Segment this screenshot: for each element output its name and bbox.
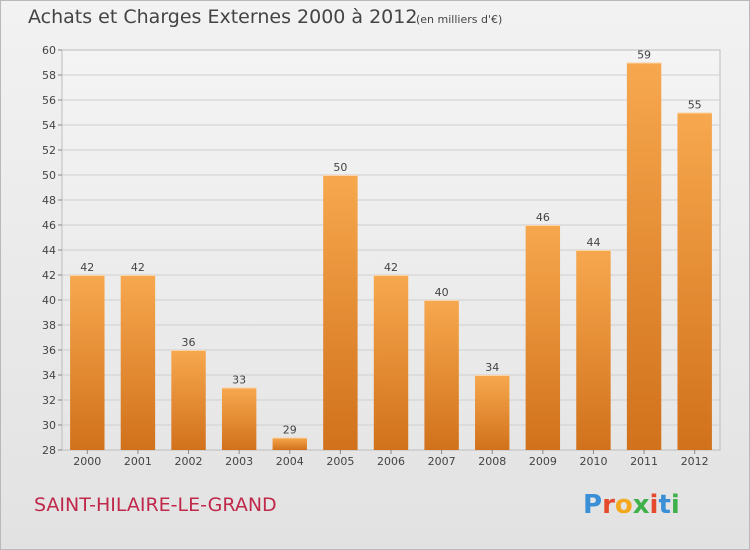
bar bbox=[525, 225, 561, 450]
y-axis: 28 30 32 34 36 38 40 42 44 46 48 50 52 54 56 58 60 bbox=[42, 44, 62, 457]
proxiti-logo[interactable]: Proxiti bbox=[583, 490, 680, 520]
bar bbox=[323, 175, 358, 450]
x-tick-label: 2011 bbox=[630, 455, 658, 468]
y-tick-label: 32 bbox=[42, 394, 56, 407]
logo-letter: i bbox=[649, 490, 659, 520]
x-axis: 2000 2001 2002 2003 2004 2005 2006 2007 2008 2009… bbox=[73, 450, 709, 468]
y-tick-label: 58 bbox=[42, 69, 56, 82]
y-tick-label: 30 bbox=[42, 419, 56, 432]
bar-value-label: 42 bbox=[131, 261, 145, 274]
y-tick-label: 38 bbox=[42, 319, 56, 332]
y-tick-label: 40 bbox=[42, 294, 56, 307]
bar bbox=[120, 275, 156, 450]
x-tick-label: 2012 bbox=[681, 455, 709, 468]
x-tick-label: 2007 bbox=[428, 455, 456, 468]
bar-value-label: 42 bbox=[384, 261, 398, 274]
bar-value-label: 59 bbox=[637, 49, 651, 62]
y-tick-label: 48 bbox=[42, 194, 56, 207]
chart-subtitle: (en milliers d'€) bbox=[416, 13, 503, 26]
y-tick-label: 56 bbox=[42, 94, 56, 107]
y-tick-label: 34 bbox=[42, 369, 56, 382]
y-tick-label: 50 bbox=[42, 169, 56, 182]
bar-value-label: 44 bbox=[586, 236, 600, 249]
bar-value-label: 46 bbox=[536, 211, 550, 224]
x-tick-label: 2004 bbox=[276, 455, 304, 468]
logo-letter: i bbox=[670, 490, 680, 520]
x-tick-label: 2002 bbox=[175, 455, 203, 468]
logo-letter: t bbox=[658, 490, 671, 520]
y-tick-label: 44 bbox=[42, 244, 56, 257]
logo-letter: P bbox=[583, 490, 603, 520]
bar bbox=[272, 437, 307, 450]
bar-value-label: 40 bbox=[435, 286, 449, 299]
y-tick-label: 52 bbox=[42, 144, 56, 157]
bar bbox=[677, 112, 712, 450]
bar-value-label: 34 bbox=[485, 361, 499, 374]
y-tick-label: 46 bbox=[42, 219, 56, 232]
x-tick-label: 2008 bbox=[478, 455, 506, 468]
x-tick-label: 2006 bbox=[377, 455, 405, 468]
bar bbox=[424, 300, 459, 450]
commune-name: SAINT-HILAIRE-LE-GRAND bbox=[34, 494, 277, 516]
bar bbox=[221, 387, 257, 450]
bar bbox=[626, 62, 662, 450]
logo-letter: x bbox=[632, 490, 650, 520]
bar bbox=[373, 275, 409, 450]
chart-title: Achats et Charges Externes 2000 à 2012 bbox=[28, 6, 418, 28]
y-tick-label: 36 bbox=[42, 344, 56, 357]
bar-value-label: 50 bbox=[333, 161, 347, 174]
x-tick-label: 2001 bbox=[124, 455, 152, 468]
bar bbox=[576, 250, 611, 450]
logo-letter: r bbox=[602, 490, 615, 520]
y-tick-label: 42 bbox=[42, 269, 56, 282]
logo-letter: o bbox=[614, 490, 633, 520]
bar-value-label: 36 bbox=[182, 336, 196, 349]
bar bbox=[70, 275, 105, 450]
x-tick-label: 2003 bbox=[225, 455, 253, 468]
y-tick-label: 60 bbox=[42, 44, 56, 57]
y-tick-label: 54 bbox=[42, 119, 56, 132]
x-tick-label: 2005 bbox=[326, 455, 354, 468]
bar-value-label: 55 bbox=[688, 99, 702, 112]
bar bbox=[171, 350, 206, 450]
bar bbox=[475, 375, 510, 450]
bar-value-label: 42 bbox=[80, 261, 94, 274]
x-tick-label: 2000 bbox=[73, 455, 101, 468]
x-tick-label: 2009 bbox=[529, 455, 557, 468]
bar-value-label: 29 bbox=[283, 424, 297, 437]
x-tick-label: 2010 bbox=[579, 455, 607, 468]
bar-value-label: 33 bbox=[232, 374, 246, 387]
bars: 42 42 36 33 29 50 42 40 34 46 44 59 55 bbox=[70, 49, 712, 450]
y-tick-label: 28 bbox=[42, 444, 56, 457]
